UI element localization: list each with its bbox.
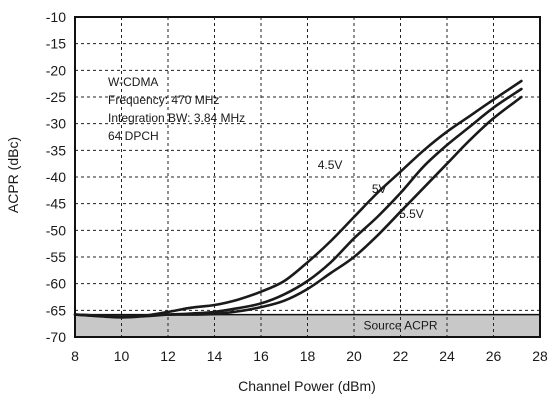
series-labels: 4.5V 5V 5.5V — [318, 158, 424, 221]
series-line-5.5V — [73, 95, 523, 318]
y-tick-label: -35 — [46, 142, 66, 158]
y-tick-label: -10 — [46, 9, 66, 25]
y-tick-label: -40 — [46, 169, 66, 185]
x-axis-title: Channel Power (dBm) — [238, 378, 376, 394]
y-tick-label: -60 — [46, 276, 66, 292]
x-tick-label: 28 — [532, 348, 548, 364]
annotation-box: W-CDMA Frequency: 470 MHz Integration BW… — [108, 75, 245, 143]
y-tick-label: -70 — [46, 329, 66, 345]
series-label-4.5V: 4.5V — [318, 158, 343, 172]
plot-frame — [74, 16, 541, 338]
tick-labels: 8 10 12 14 16 18 20 22 24 26 28 -10 -15 -20 -25 -30 -35 -… — [46, 9, 548, 364]
grid — [75, 17, 540, 337]
x-tick-label: 16 — [253, 348, 269, 364]
y-axis-title: ACPR (dBc) — [5, 137, 21, 213]
x-tick-label: 12 — [160, 348, 176, 364]
curves — [73, 79, 523, 319]
series-label-5.5V: 5.5V — [399, 207, 424, 221]
y-tick-label: -20 — [46, 62, 66, 78]
source-acpr-label: Source ACPR — [363, 319, 437, 333]
y-tick-label: -65 — [46, 302, 66, 318]
x-tick-label: 14 — [207, 348, 223, 364]
x-tick-label: 26 — [486, 348, 502, 364]
x-tick-label: 22 — [393, 348, 409, 364]
y-tick-label: -55 — [46, 249, 66, 265]
y-tick-label: -45 — [46, 196, 66, 212]
x-tick-label: 24 — [439, 348, 455, 364]
annotation-line: 64 DPCH — [108, 129, 159, 143]
series-label-5V: 5V — [372, 182, 387, 196]
y-tick-label: -30 — [46, 116, 66, 132]
y-tick-label: -15 — [46, 36, 66, 52]
y-tick-label: -50 — [46, 222, 66, 238]
y-tick-label: -25 — [46, 89, 66, 105]
x-tick-label: 18 — [300, 348, 316, 364]
x-tick-label: 8 — [71, 348, 79, 364]
x-tick-label: 20 — [346, 348, 362, 364]
annotation-line: W-CDMA — [108, 75, 158, 89]
annotation-line: Frequency: 470 MHz — [108, 93, 219, 107]
x-tick-label: 10 — [114, 348, 130, 364]
annotation-line: Integration BW: 3.84 MHz — [108, 111, 245, 125]
